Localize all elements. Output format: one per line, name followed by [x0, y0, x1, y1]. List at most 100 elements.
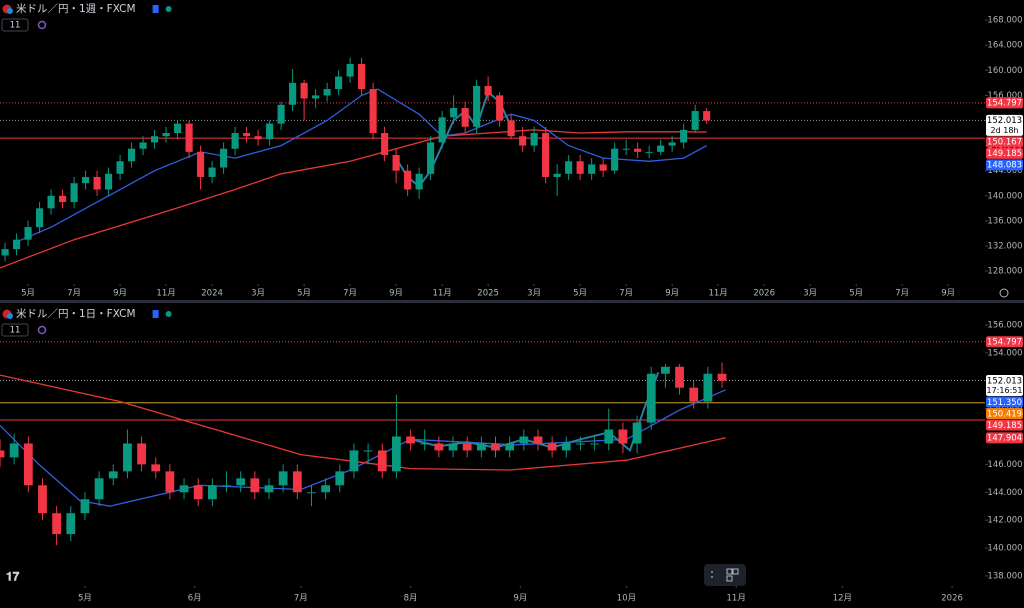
candle-body — [82, 176, 90, 184]
symbol-icon — [7, 8, 13, 14]
x-tick-label: 11月 — [156, 289, 175, 299]
candle-body — [36, 208, 44, 228]
candle-body — [94, 478, 104, 500]
candle-body — [438, 117, 446, 143]
candle-body — [611, 148, 619, 171]
candle-body — [448, 443, 458, 451]
candle-body — [717, 373, 727, 381]
x-tick-label: 7月 — [67, 289, 81, 299]
y-tick-label: 160.000 — [987, 66, 1022, 76]
candle-body — [105, 173, 113, 190]
candle-body — [289, 82, 297, 105]
price-label-bg — [986, 375, 1023, 397]
y-tick-label: 136.000 — [987, 216, 1022, 226]
candle-body — [312, 95, 320, 99]
x-tick-label: 9月 — [665, 289, 679, 299]
price-label: 152.013 — [987, 116, 1022, 126]
candle-body — [116, 161, 124, 174]
price-label-bg — [986, 432, 1023, 444]
candle-body — [668, 142, 676, 146]
candle-body — [491, 443, 500, 451]
candle-body — [363, 450, 373, 452]
candle-body — [151, 464, 161, 472]
candle-body — [565, 161, 573, 174]
candle-body — [346, 64, 354, 77]
x-tick-label: 9月 — [389, 289, 403, 299]
indicator-icon — [37, 325, 47, 335]
x-tick-label: 9月 — [513, 594, 527, 604]
price-label-bg — [986, 147, 1023, 159]
status-dot — [165, 311, 172, 317]
candle-body — [484, 85, 492, 96]
layout-icon — [732, 568, 739, 575]
y-tick-label: 146.000 — [987, 460, 1022, 470]
layout-icon — [726, 568, 733, 575]
candle-body — [52, 513, 62, 535]
candle-body — [530, 133, 538, 146]
candle-body — [277, 104, 285, 124]
candle-body — [137, 443, 146, 465]
candle-body — [657, 145, 665, 152]
x-tick-label: 7月 — [619, 289, 633, 299]
layout-icon — [726, 575, 733, 582]
x-tick-label: 11月 — [432, 289, 451, 299]
candle-body — [505, 443, 515, 451]
settings-gear[interactable] — [999, 288, 1009, 298]
x-tick-label: 11月 — [727, 594, 746, 604]
candle-body — [689, 387, 699, 402]
plot-area — [0, 341, 985, 546]
candle-body — [604, 429, 614, 444]
candle-body — [646, 373, 656, 423]
candle-body — [691, 111, 699, 130]
price-label: 149.185 — [987, 421, 1022, 431]
toolbar-grip — [711, 571, 713, 573]
candle-body — [174, 123, 182, 134]
candle-body — [381, 133, 389, 155]
y-tick-label: 132.000 — [987, 241, 1022, 251]
candle-body — [358, 64, 366, 90]
price-label-bg — [986, 408, 1023, 420]
candle-body — [576, 443, 585, 445]
candle-body — [23, 443, 33, 486]
candle-body — [236, 478, 246, 486]
y-tick-label: 156.000 — [987, 91, 1022, 101]
x-tick-label: 5月 — [297, 289, 311, 299]
candle-body — [561, 443, 571, 451]
price-label: 150.167 — [987, 138, 1022, 148]
tv-logo[interactable]: 𝟏𝟕 — [6, 570, 20, 584]
candle-body — [377, 450, 387, 472]
x-tick-label: 7月 — [294, 594, 308, 604]
candle-body — [12, 239, 21, 250]
candle-body — [9, 443, 19, 458]
candle-body — [266, 123, 274, 140]
y-tick-label: 142.000 — [987, 516, 1022, 526]
candle-body — [197, 151, 205, 177]
x-tick-label: 6月 — [188, 594, 202, 604]
price-countdown: 17:16:51 — [987, 386, 1023, 395]
x-tick-label: 5月 — [21, 289, 35, 299]
price-label-bg — [986, 419, 1023, 431]
candle-body — [250, 478, 260, 493]
candle-body — [369, 89, 377, 134]
toolbar-grip — [711, 576, 713, 578]
indicator-toggle[interactable] — [1, 18, 29, 32]
candle-body — [461, 107, 469, 127]
symbol-title[interactable]: 米ドル／円・1日・FXCM — [16, 307, 136, 320]
price-countdown: 2d 18h — [991, 126, 1019, 135]
candle-body — [208, 167, 216, 177]
candle-body — [427, 142, 435, 174]
candle-body — [222, 485, 231, 487]
symbol-title[interactable]: 米ドル／円・1週・FXCM — [16, 2, 136, 15]
x-tick-label: 5月 — [78, 594, 92, 604]
candle-body — [254, 136, 262, 140]
candle-body — [139, 142, 147, 149]
price-label: 151.350 — [987, 398, 1022, 408]
candle-body — [434, 443, 444, 451]
price-label-bg — [986, 136, 1023, 148]
candle-body — [335, 471, 345, 486]
candle-body — [231, 133, 239, 149]
indicator-toggle[interactable] — [1, 323, 29, 337]
layout-toolbar[interactable] — [704, 564, 746, 586]
candle-body — [680, 129, 688, 143]
candle-body — [507, 120, 515, 137]
